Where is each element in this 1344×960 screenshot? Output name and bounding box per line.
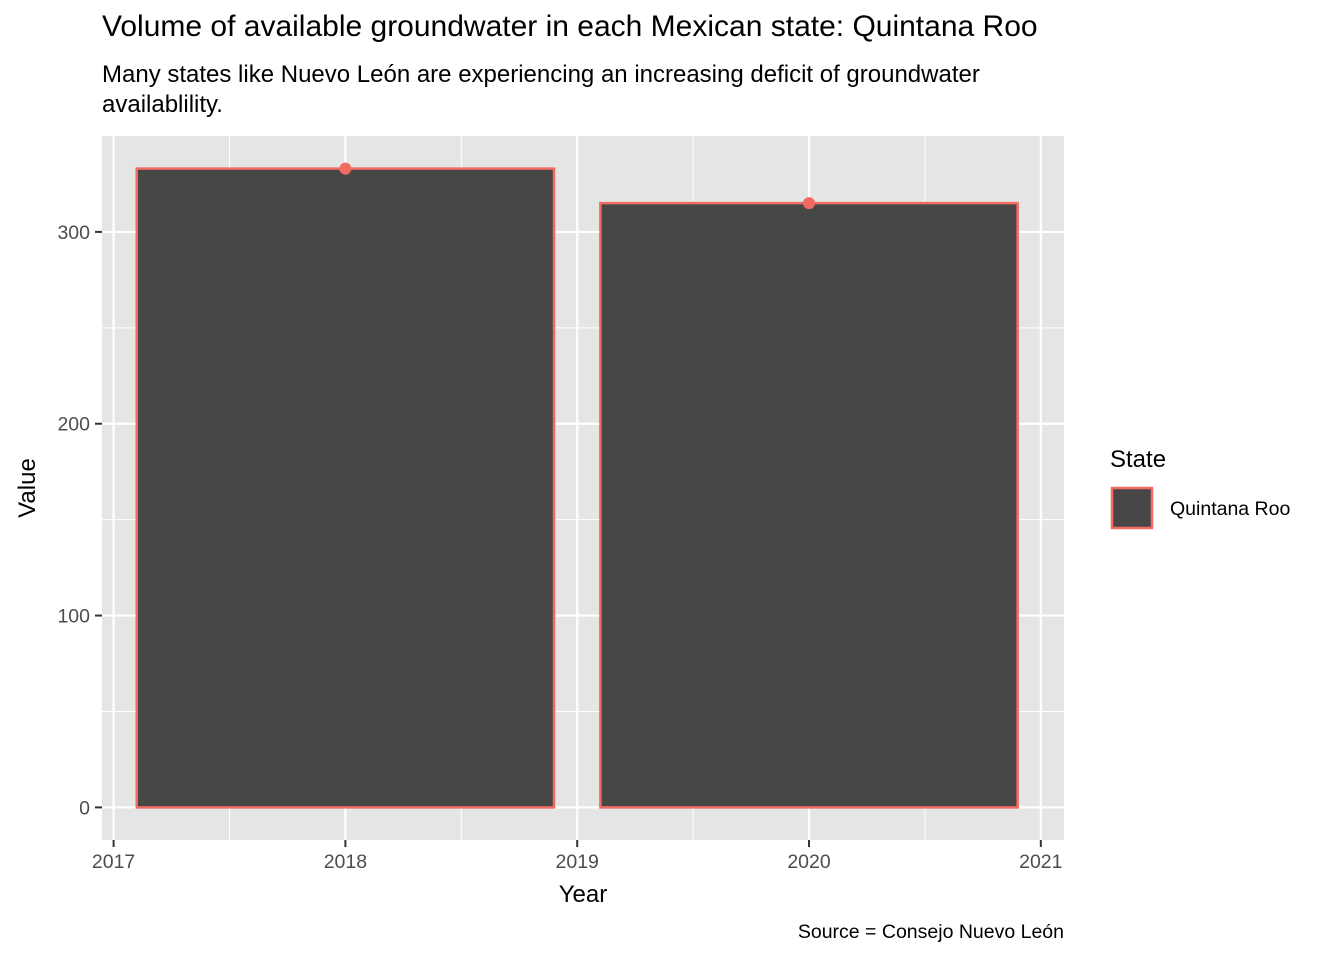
legend-label: Quintana Roo (1170, 498, 1290, 520)
x-tick-label: 2019 (556, 851, 599, 873)
y-tick-label: 200 (57, 414, 90, 436)
x-tick-label: 2018 (324, 851, 367, 873)
x-axis: 2017 2018 2019 2020 2021 (92, 840, 1063, 873)
x-tick-label: 2020 (787, 851, 831, 873)
legend-key (1110, 486, 1154, 530)
bar-2020 (599, 201, 1019, 809)
x-tick-label: 2021 (1019, 851, 1062, 873)
point-2018 (339, 162, 352, 175)
bar-2018 (135, 167, 556, 809)
legend: State Quintana Roo (1110, 446, 1290, 530)
y-tick-label: 0 (79, 797, 90, 819)
y-tick-label: 300 (57, 222, 90, 244)
y-tick-label: 100 (57, 606, 90, 628)
bars (135, 167, 1019, 809)
y-axis-title: Value (14, 458, 41, 518)
chart-caption: Source = Consejo Nuevo León (797, 921, 1064, 943)
point-2020 (803, 197, 816, 210)
x-tick-label: 2017 (92, 851, 135, 873)
points (339, 162, 816, 210)
legend-title: State (1110, 446, 1166, 473)
y-axis: 0 100 200 300 (57, 222, 102, 819)
x-axis-title: Year (559, 881, 608, 908)
chart-subtitle: Many states like Nuevo León are experien… (102, 61, 980, 118)
chart-title: Volume of available groundwater in each … (102, 10, 1038, 43)
